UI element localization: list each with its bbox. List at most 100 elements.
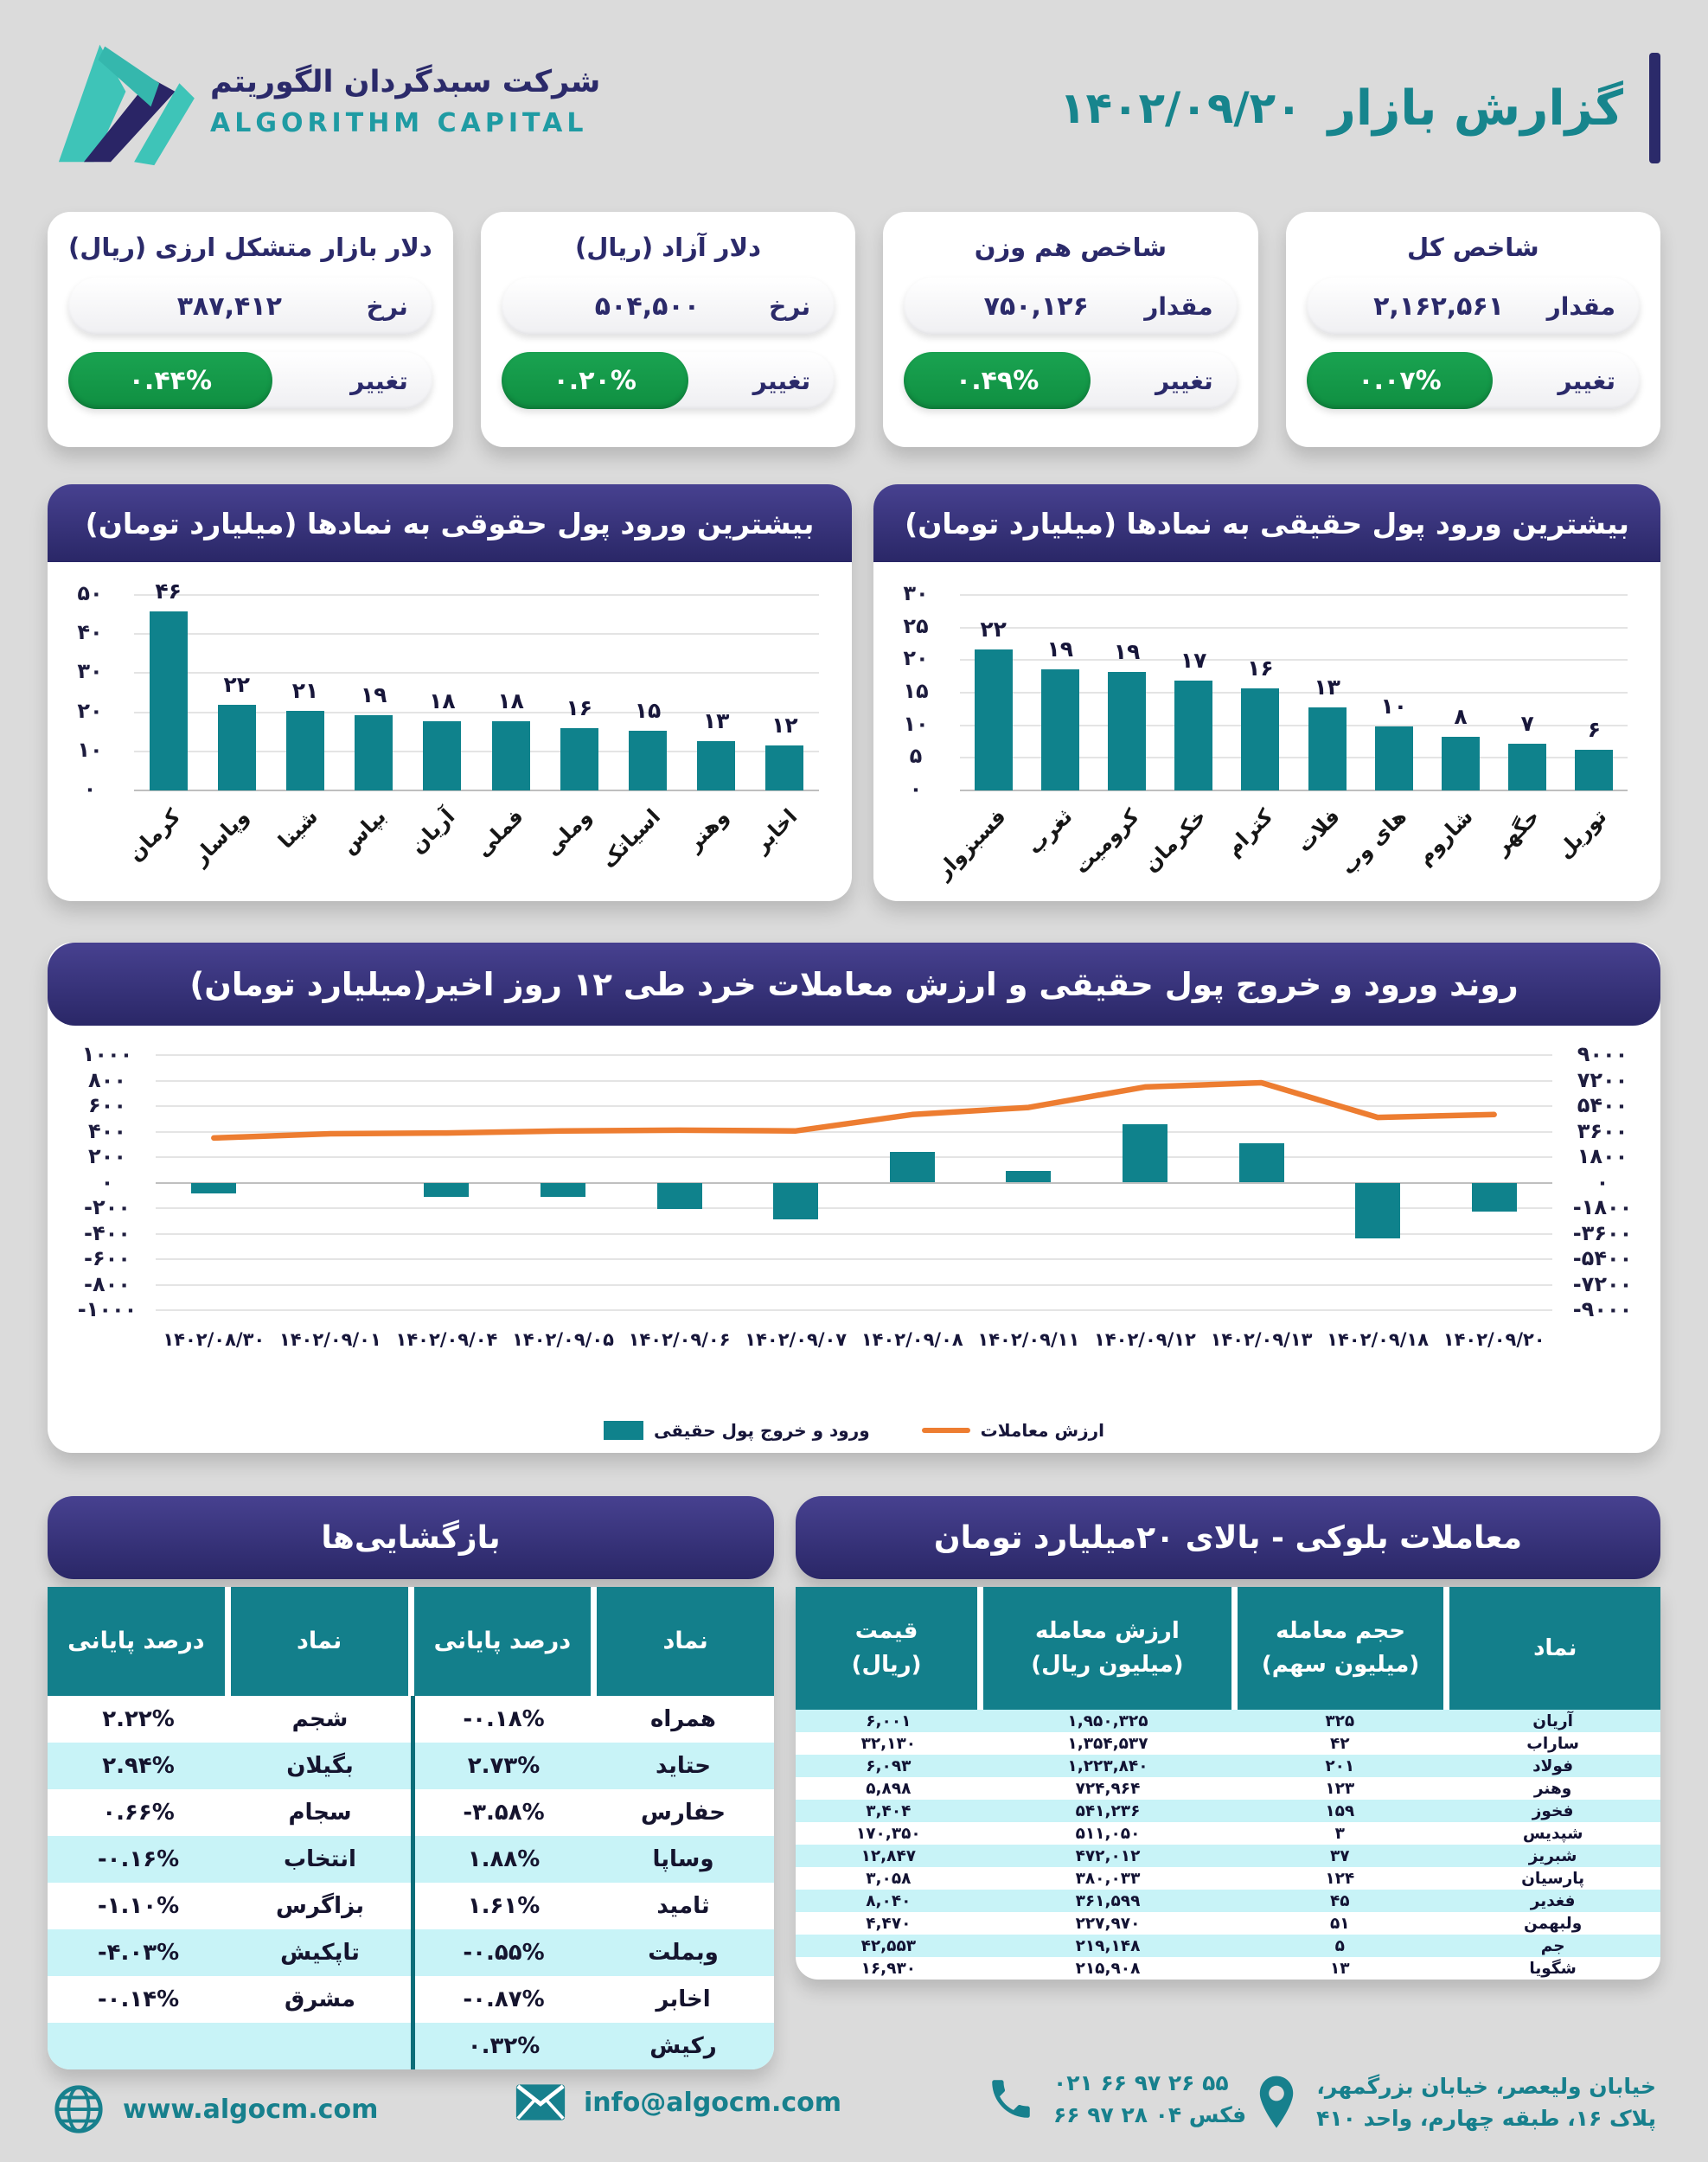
stat-value: ۵۰۴,۵۰۰ <box>594 291 700 322</box>
bar <box>1040 668 1079 790</box>
volume-cell: ۵ <box>1334 1936 1345 1955</box>
symbol-cell: تاپکیش <box>229 1929 411 1976</box>
percent-cell: -۰.۸۷% <box>411 1976 592 2023</box>
category-label: کرومیت <box>1069 804 1144 880</box>
stat-card-total-index: شاخص کل مقدار ۲,۱۶۲,۵۶۱ تغییر ۰.۰۷% <box>1285 212 1660 447</box>
block-trades-title: معاملات بلوکی - بالای ۲۰میلیارد تومان <box>796 1496 1660 1579</box>
line-series-swatch-icon <box>921 1428 970 1433</box>
stat-label: مقدار <box>1546 291 1615 321</box>
bar-series-swatch-icon <box>604 1421 644 1440</box>
right-axis-tick: ۷۲۰۰ <box>1577 1067 1628 1092</box>
phone-icon <box>992 2080 1030 2118</box>
gridline <box>134 594 819 596</box>
symbol-cell: وهنر <box>1533 1779 1572 1798</box>
volume-cell: ۳ <box>1334 1824 1345 1843</box>
right-axis-tick: ۳۶۰۰ <box>1577 1118 1628 1143</box>
bar <box>1308 707 1347 790</box>
gridline <box>156 1130 1552 1133</box>
date-label: ۱۴۰۲/۰۹/۱۸ <box>1327 1329 1430 1350</box>
table-row: شگویا ۱۳ ۲۱۵,۹۰۸ ۱۶,۹۳۰ <box>796 1957 1660 1980</box>
website-url[interactable]: www.algocm.com <box>123 2094 379 2125</box>
bar <box>629 731 667 790</box>
chart-real-money-inflow: بیشترین ورود پول حقیقی به نمادها (میلیار… <box>873 484 1660 901</box>
stat-change-label: تغییر <box>1558 366 1615 395</box>
column-header: درصد پایانی <box>413 1587 592 1696</box>
category-label: شینا <box>273 804 323 854</box>
percent-cell: ۲.۲۲% <box>102 1706 175 1732</box>
gridline <box>156 1181 1552 1184</box>
bar <box>697 741 736 790</box>
price-cell: ۸,۰۴۰ <box>866 1891 912 1910</box>
symbol-cell: فولاد <box>1532 1756 1574 1775</box>
value-cell: ۵۱۱,۰۵۰ <box>1075 1824 1141 1843</box>
gridline <box>960 724 1628 726</box>
bar-value-label: ۱۹ <box>360 681 387 707</box>
percent-cell: ۱.۸۸% <box>411 1836 592 1883</box>
right-axis-tick: -۱۸۰۰ <box>1572 1195 1633 1219</box>
bar <box>355 714 393 790</box>
stat-change-pill: تغییر ۰.۴۴% <box>68 352 432 409</box>
table-row: ساراب ۴۲ ۱,۳۵۴,۵۳۷ ۳۲,۱۳۰ <box>796 1732 1660 1755</box>
bar <box>1575 749 1614 790</box>
symbol-cell: وبملت <box>592 1929 774 1976</box>
date-label: ۱۴۰۲/۰۹/۱۲ <box>1094 1329 1196 1350</box>
percent-cell: -۳.۵۸% <box>411 1789 592 1836</box>
bar-value-label: ۱۶ <box>1247 656 1274 681</box>
y-axis-tick: ۳۰ <box>77 659 103 684</box>
value-cell: ۵۴۱,۲۳۶ <box>1075 1801 1141 1820</box>
chart-legend: ورود و خروج پول حقیقی ارزش معاملات <box>48 1420 1660 1441</box>
symbol-cell: پارسیان <box>1521 1869 1585 1888</box>
bar-value-label: ۱۶ <box>566 695 593 721</box>
bar <box>1174 681 1213 790</box>
bar-value-label: ۱۳ <box>702 708 730 734</box>
price-cell: ۱۲,۸۴۷ <box>860 1846 917 1865</box>
category-label: کترام <box>1220 804 1278 861</box>
chart-plot-area: ۱۰۰۰ ۸۰۰ ۶۰۰ ۴۰۰ ۲۰۰ ۰ -۲۰۰ -۴۰۰ -۶۰۰ -۸۰۰ -۱۰۰۰ ۹۰… <box>48 1026 1660 1453</box>
gridline <box>960 659 1628 662</box>
date-label: ۱۴۰۲/۰۹/۰۸ <box>860 1329 963 1350</box>
footer-address: خیابان ولیعصر، خیابان بزرگمهر، پلاک ۱۶، … <box>1254 2074 1656 2131</box>
table-row: ثامید ۱.۶۱% بزاگرس -۱.۱۰% <box>48 1883 774 1929</box>
right-axis-tick: -۵۴۰۰ <box>1572 1246 1633 1270</box>
left-axis-tick: -۱۰۰۰ <box>77 1297 138 1321</box>
value-cell: ۳۸۰,۰۳۳ <box>1075 1869 1141 1888</box>
reopenings-header-row: نماد درصد پایانی نماد درصد پایانی <box>48 1587 774 1696</box>
gridline <box>960 790 1628 791</box>
bar-value-label: ۲۲ <box>980 616 1007 642</box>
price-cell: ۵,۸۹۸ <box>866 1779 912 1798</box>
volume-cell: ۴۵ <box>1329 1891 1350 1910</box>
symbol-cell: مشرق <box>285 1986 355 2012</box>
bar <box>1374 726 1413 790</box>
percent-cell: ۲.۹۴% <box>48 1743 229 1789</box>
stat-label: نرخ <box>769 291 811 321</box>
stat-change-label: تغییر <box>350 366 408 395</box>
y-axis-tick: ۵۰ <box>77 581 103 605</box>
email-address[interactable]: info@algocm.com <box>584 2087 842 2118</box>
date-label: ۱۴۰۲/۰۹/۰۵ <box>512 1329 614 1350</box>
bar <box>1442 737 1480 790</box>
bar-value-label: ۱۹ <box>1046 636 1074 662</box>
chart-title: بیشترین ورود پول حقوقی به نمادها (میلیار… <box>48 484 852 562</box>
symbol-cell: همراه <box>650 1706 716 1732</box>
stat-change-label: تغییر <box>752 366 811 395</box>
symbol-cell: شگویا <box>1529 1959 1577 1978</box>
volume-cell: ۱۵۹ <box>1325 1801 1355 1820</box>
gridline <box>134 672 819 675</box>
price-cell: ۳,۴۰۴ <box>866 1801 912 1820</box>
stat-value-pill: مقدار ۲,۱۶۲,۵۶۱ <box>1306 278 1640 335</box>
title-accent-bar <box>1649 53 1660 163</box>
legend-label: ورود و خروج پول حقیقی <box>654 1420 870 1441</box>
report-title-block: گزارش بازار ۱۴۰۲/۰۹/۲۰ <box>1059 52 1660 164</box>
chart-money-flow-trend: روند ورود و خروج پول حقیقی و ارزش معاملا… <box>48 943 1660 1453</box>
stat-value-pill: نرخ ۳۸۷,۴۱۲ <box>68 278 432 335</box>
reopenings-title: بازگشایی‌ها <box>48 1496 774 1579</box>
bar-value-label: ۶ <box>1587 716 1602 742</box>
price-cell: ۶,۰۰۱ <box>866 1711 912 1730</box>
volume-cell: ۱۳ <box>1329 1959 1350 1978</box>
category-label: آریان <box>405 804 460 859</box>
value-cell: ۱,۹۵۰,۳۲۵ <box>1067 1711 1148 1730</box>
category-label: بپاس <box>336 804 392 859</box>
bar-value-label: ۱۸ <box>497 688 524 714</box>
gridline <box>156 1283 1552 1286</box>
address-line: خیابان ولیعصر، خیابان بزرگمهر، <box>1316 2074 1656 2099</box>
